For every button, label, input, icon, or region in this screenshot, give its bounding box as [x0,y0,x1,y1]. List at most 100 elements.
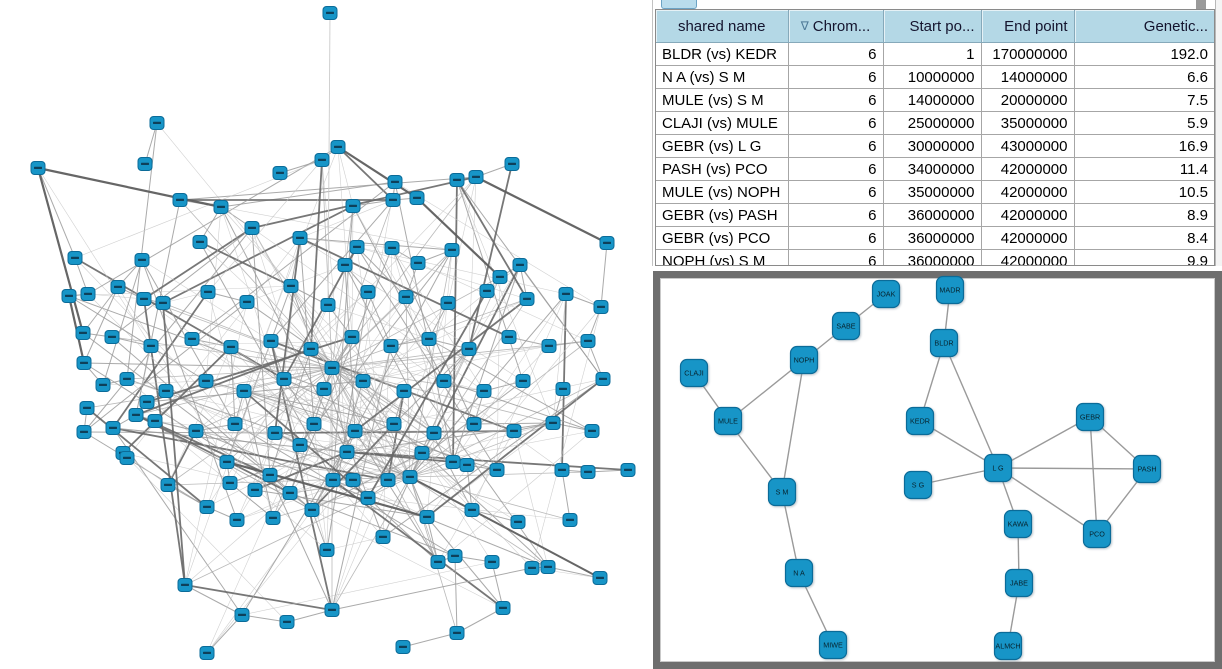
network-node[interactable] [468,170,484,184]
network-node[interactable] [344,330,360,344]
table-cell[interactable]: GEBR (vs) PASH [656,203,789,227]
network-node[interactable] [136,292,152,306]
network-node[interactable]: PCO [1082,519,1112,549]
network-node[interactable] [79,401,95,415]
table-row[interactable]: NOPH (vs) S M 6 36000000 42000000 9.9 [656,249,1214,265]
network-node[interactable] [541,339,557,353]
network-node[interactable] [593,300,609,314]
network-node[interactable] [495,601,511,615]
network-node[interactable]: NOPH [789,345,819,375]
network-node[interactable] [562,513,578,527]
network-node[interactable] [267,426,283,440]
network-node[interactable] [584,424,600,438]
table-cell[interactable]: GEBR (vs) PCO [656,226,789,250]
table-row[interactable]: GEBR (vs) PCO 6 36000000 42000000 8.4 [656,226,1214,250]
network-node[interactable] [292,438,308,452]
network-node[interactable] [279,615,295,629]
network-node[interactable] [410,256,426,270]
network-node[interactable] [76,356,92,370]
table-cell[interactable]: 35000000 [883,180,982,204]
network-node[interactable] [177,578,193,592]
network-node[interactable] [426,426,442,440]
network-node[interactable] [76,425,92,439]
table-cell[interactable]: N A (vs) S M [656,65,789,89]
network-node[interactable] [387,175,403,189]
detail-network-canvas[interactable]: JOAK MADR SABE NOPH BLDR CLAJI MULE KEDR GEBR L G… [660,275,1215,662]
network-node[interactable] [158,384,174,398]
network-node[interactable] [276,372,292,386]
network-node[interactable]: JOAK [871,279,901,309]
network-node[interactable] [402,470,418,484]
table-row[interactable]: BLDR (vs) KEDR 6 1 170000000 192.0 [656,42,1214,66]
network-node[interactable] [479,284,495,298]
network-node[interactable]: ALMCH [993,631,1023,661]
table-cell[interactable]: NOPH (vs) S M [656,249,789,265]
network-node[interactable] [324,603,340,617]
network-node[interactable] [292,231,308,245]
network-node[interactable] [128,408,144,422]
network-node[interactable] [200,285,216,299]
network-node[interactable] [464,503,480,517]
table-cell[interactable]: 6.6 [1074,65,1214,89]
table-cell[interactable]: 8.4 [1074,226,1214,250]
network-node[interactable] [461,342,477,356]
network-node[interactable]: KAWA [1003,509,1033,539]
network-node[interactable] [198,374,214,388]
table-cell[interactable]: 10000000 [883,65,982,89]
network-node[interactable]: L G [983,453,1013,483]
network-node[interactable] [421,332,437,346]
network-node[interactable] [262,468,278,482]
network-node[interactable] [620,463,636,477]
network-node[interactable] [320,298,336,312]
table-row[interactable]: N A (vs) S M 6 10000000 14000000 6.6 [656,65,1214,89]
table-cell[interactable]: 42000000 [981,226,1075,250]
table-cell[interactable]: 36000000 [883,226,982,250]
network-edge[interactable] [943,342,999,469]
table-cell[interactable]: 25000000 [883,111,982,135]
network-node[interactable] [188,424,204,438]
network-node[interactable] [396,384,412,398]
table-row[interactable]: GEBR (vs) PASH 6 36000000 42000000 8.9 [656,203,1214,227]
network-node[interactable] [384,241,400,255]
table-cell[interactable]: 42000000 [981,203,1075,227]
table-cell[interactable]: BLDR (vs) KEDR [656,42,789,66]
network-node[interactable] [430,555,446,569]
network-node[interactable] [380,473,396,487]
network-node[interactable] [324,361,340,375]
network-node[interactable] [360,491,376,505]
table-cell[interactable]: 6 [788,203,884,227]
network-node[interactable] [306,417,322,431]
network-node[interactable] [447,549,463,563]
network-node[interactable]: CLAJI [679,358,709,388]
network-node[interactable] [147,414,163,428]
network-node[interactable] [119,372,135,386]
network-edge[interactable] [1089,416,1098,535]
network-node[interactable] [512,258,528,272]
network-node[interactable] [303,342,319,356]
network-node[interactable] [484,555,500,569]
table-row[interactable]: MULE (vs) S M 6 14000000 20000000 7.5 [656,88,1214,112]
table-cell[interactable]: 9.9 [1074,249,1214,265]
network-node[interactable] [580,334,596,348]
network-node[interactable] [67,251,83,265]
network-node[interactable]: GEBR [1075,402,1105,432]
network-node[interactable]: MADR [935,275,965,305]
network-node[interactable] [319,543,335,557]
network-node[interactable] [510,515,526,529]
network-node[interactable] [265,511,281,525]
network-node[interactable]: JABE [1004,568,1034,598]
overview-network-canvas[interactable] [0,0,652,669]
network-node[interactable] [192,235,208,249]
network-node[interactable] [524,561,540,575]
table-cell[interactable]: 43000000 [981,134,1075,158]
network-node[interactable]: PASH [1132,454,1162,484]
network-node[interactable] [419,510,435,524]
network-node[interactable] [263,334,279,348]
table-cell[interactable]: MULE (vs) NOPH [656,180,789,204]
table-scrollbar[interactable] [1215,0,1222,266]
network-node[interactable] [558,287,574,301]
network-node[interactable] [95,378,111,392]
table-cell[interactable]: 5.9 [1074,111,1214,135]
network-node[interactable] [383,339,399,353]
table-row[interactable]: MULE (vs) NOPH 6 35000000 42000000 10.5 [656,180,1214,204]
